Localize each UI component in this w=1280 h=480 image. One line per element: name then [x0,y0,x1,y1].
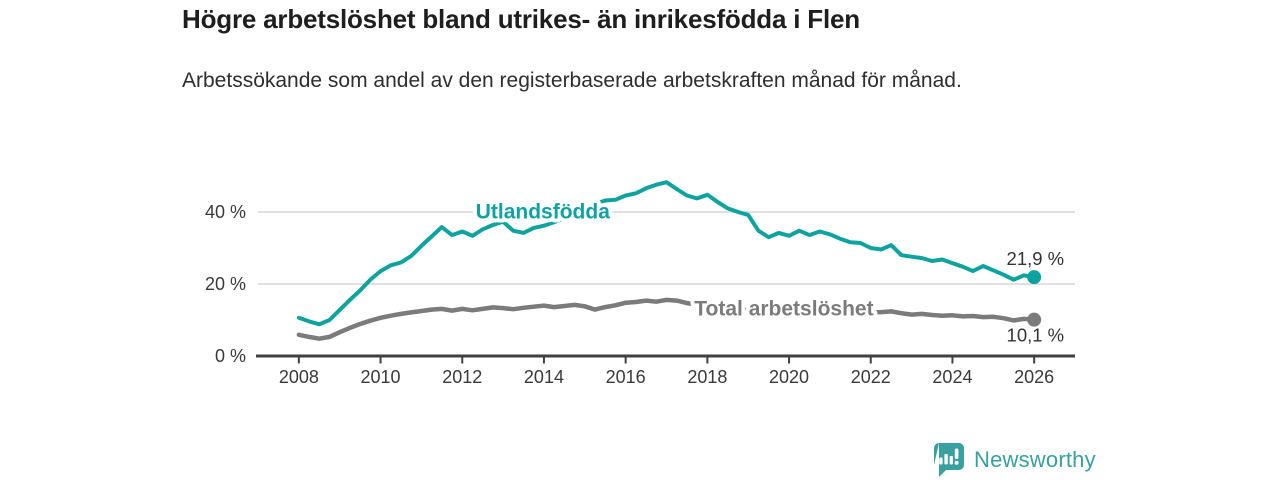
y-tick-label-20: 20 % [205,274,246,294]
series-lines [296,180,1037,341]
series-line-utlandsfodda [296,180,1037,327]
x-tick-label-2010: 2010 [361,367,401,387]
newsworthy-brand: Newsworthy [933,442,1096,478]
newsworthy-logo-icon [934,443,964,477]
end-dot-utlandsfodda [1027,270,1042,285]
chart-subtitle: Arbetssökande som andel av den registerb… [182,69,962,92]
chart-title: Högre arbetslöshet bland utrikes- än inr… [182,4,860,34]
series-labels: Utlandsfödda Total arbetslöshet [472,196,878,324]
x-tick-label-2020: 2020 [769,367,809,387]
end-dot-total [1027,312,1042,327]
y-tick-label-40: 40 % [205,202,246,222]
x-tick-label-2022: 2022 [851,367,891,387]
end-value-label-total: 10,1 % [1007,325,1065,346]
end-value-label-utlandsfodda: 21,9 % [1007,248,1065,269]
x-tick-label-2018: 2018 [687,367,727,387]
brand-name: Newsworthy [974,447,1096,472]
x-axis: 2008 2010 2012 2014 2016 2018 2020 2022 2024 2026 [256,354,1075,387]
x-tick-label-2026: 2026 [1014,367,1054,387]
x-tick-label-2012: 2012 [442,367,482,387]
series-label-utlandsfodda: Utlandsfödda [476,200,610,223]
end-markers-and-value-labels: 21,9 % 10,1 % [1007,248,1065,345]
x-tick-label-2016: 2016 [606,367,646,387]
x-tick-label-2014: 2014 [524,367,564,387]
y-axis-labels: 0 % 20 % 40 % [205,202,246,366]
y-tick-label-0: 0 % [215,346,246,366]
series-label-total: Total arbetslöshet [694,298,873,321]
x-tick-label-2008: 2008 [279,367,319,387]
x-tick-label-2024: 2024 [932,367,972,387]
series-line-total [296,297,1037,341]
gridlines [258,211,1075,285]
